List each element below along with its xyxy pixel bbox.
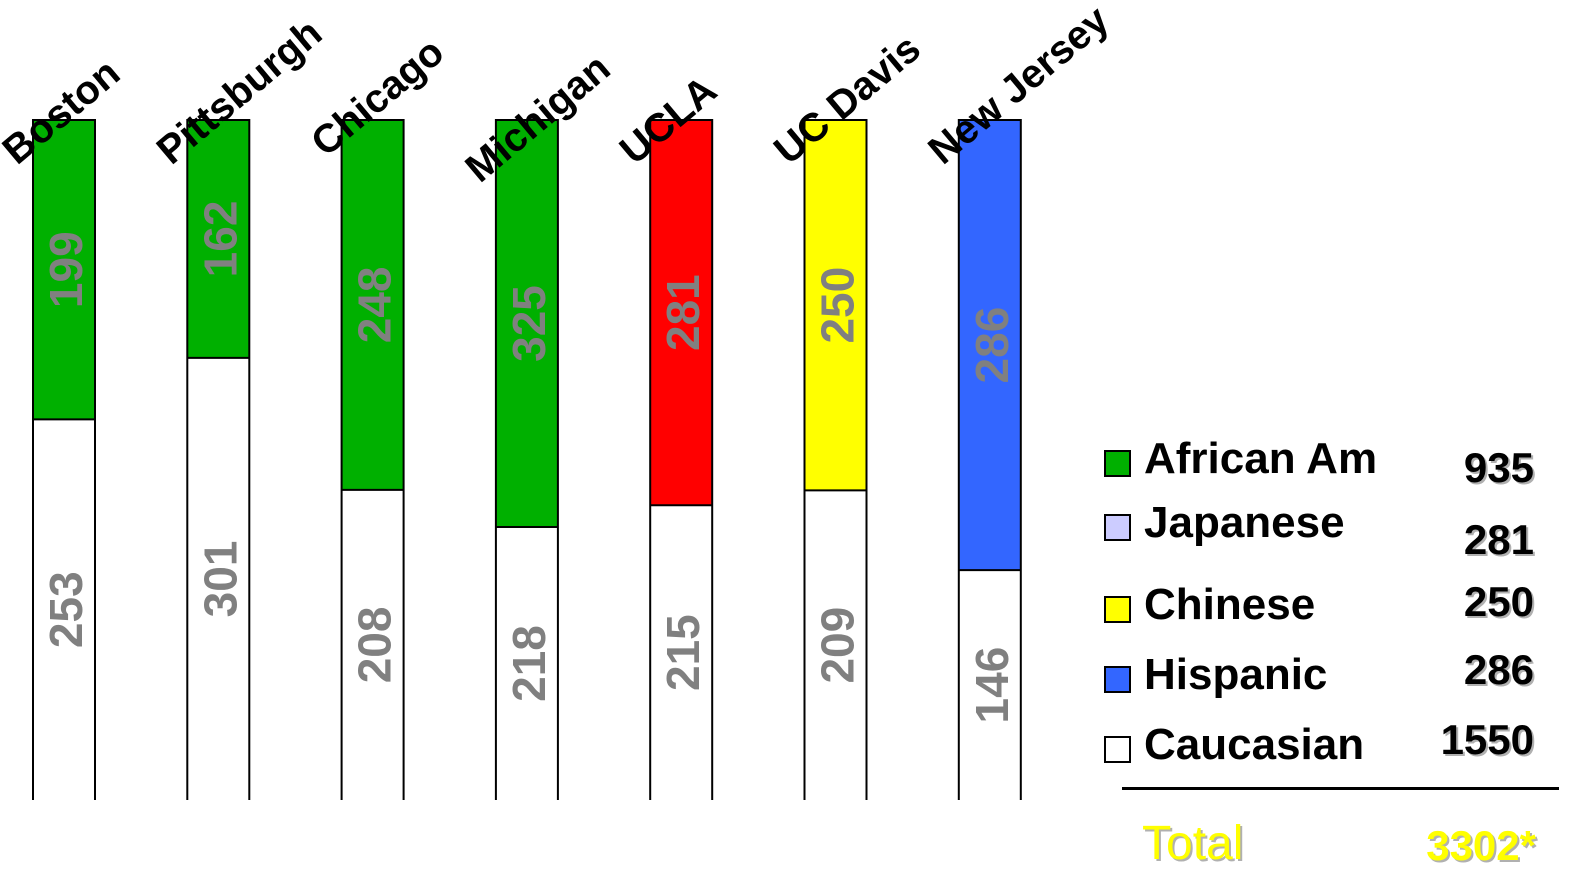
value-label-new-jersey-hispanic: 286 (966, 307, 1018, 384)
legend-swatch-hispanic (1104, 666, 1131, 693)
bar-segment-boston-african-am (33, 120, 95, 420)
bar-segment-uc-davis-chinese (804, 120, 867, 491)
bar-chicago: 208 248 (340, 119, 405, 800)
bar-michigan: 218 325 (494, 119, 559, 800)
bar-outline-pittsburgh (186, 119, 251, 800)
bar-uc-davis: 209 250 (803, 119, 868, 800)
bar-segment-pittsburgh-caucasian (187, 357, 250, 800)
value-label-ucla-japanese: 281 (657, 274, 709, 351)
bar-segment-new-jersey-hispanic (958, 120, 1021, 571)
value-label-michigan-african-am: 325 (503, 285, 555, 362)
legend-item-african-am: African Am 935 (1104, 430, 1534, 491)
legend-count-hispanic: 286 (1463, 646, 1534, 693)
value-label-boston-african-am: 199 (40, 231, 92, 308)
legend-label-hispanic: Hispanic (1144, 650, 1328, 699)
value-label-ucla-caucasian: 215 (657, 614, 709, 691)
bar-outline-michigan (494, 119, 559, 800)
value-label-pittsburgh-african-am: 162 (194, 201, 246, 278)
legend-label-japanese: Japanese (1144, 498, 1345, 547)
legend-swatch-japanese (1104, 514, 1131, 541)
bar-segment-michigan-african-am (495, 120, 558, 527)
bar-segment-michigan-caucasian (495, 526, 558, 800)
legend-label-caucasian: Caucasian (1144, 720, 1365, 769)
legend-item-japanese: Japanese 281 (1104, 494, 1534, 563)
bar-segment-chicago-african-am (341, 120, 404, 490)
total-label: Total (1142, 817, 1244, 870)
bar-segment-boston-caucasian (33, 419, 95, 800)
bar-boston: 253 199 (32, 119, 96, 800)
value-label-chicago-caucasian: 208 (349, 607, 401, 684)
legend-divider (1122, 787, 1559, 790)
bar-new-jersey: 146 286 (957, 119, 1022, 800)
bar-outline-new-jersey (957, 119, 1022, 800)
bar-segment-uc-davis-caucasian (804, 490, 867, 800)
legend-count-african-am: 935 (1463, 444, 1534, 491)
bar-outline-uc-davis (803, 119, 868, 800)
bar-pittsburgh: 301 162 (186, 119, 251, 800)
value-label-chicago-african-am: 248 (349, 267, 401, 344)
legend-item-caucasian: Caucasian 1550 (1104, 716, 1534, 776)
bar-segment-ucla-caucasian (650, 505, 713, 800)
bar-outline-ucla (649, 119, 714, 800)
legend-swatch-caucasian (1104, 736, 1131, 763)
legend-swatch-chinese (1104, 596, 1131, 623)
total-value: 3302* (1426, 822, 1536, 869)
bar-segment-new-jersey-caucasian (958, 570, 1021, 800)
value-label-michigan-caucasian: 218 (503, 625, 555, 702)
legend-count-caucasian: 1550 (1440, 716, 1534, 763)
bar-segment-ucla-japanese (650, 120, 713, 506)
value-label-boston-caucasian: 253 (40, 571, 92, 648)
value-label-uc-davis-caucasian: 209 (812, 607, 864, 684)
bar-outline-boston (32, 119, 96, 800)
legend-count-chinese: 250 (1463, 578, 1534, 625)
legend-item-chinese: Chinese 250 (1104, 576, 1534, 636)
legend-count-japanese: 281 (1463, 516, 1534, 563)
legend-item-hispanic: Hispanic 286 (1104, 646, 1534, 706)
value-label-new-jersey-caucasian: 146 (966, 647, 1018, 724)
legend-swatch-african-am (1104, 450, 1131, 477)
legend-label-african-am: African Am (1144, 434, 1378, 483)
bar-ucla: 215 281 (649, 119, 714, 800)
value-label-uc-davis-chinese: 250 (812, 267, 864, 344)
value-label-pittsburgh-caucasian: 301 (194, 541, 246, 618)
bar-segment-chicago-caucasian (341, 489, 404, 800)
bar-segment-pittsburgh-african-am (187, 120, 250, 358)
bar-outline-chicago (340, 119, 405, 800)
legend-label-chinese: Chinese (1144, 580, 1316, 629)
